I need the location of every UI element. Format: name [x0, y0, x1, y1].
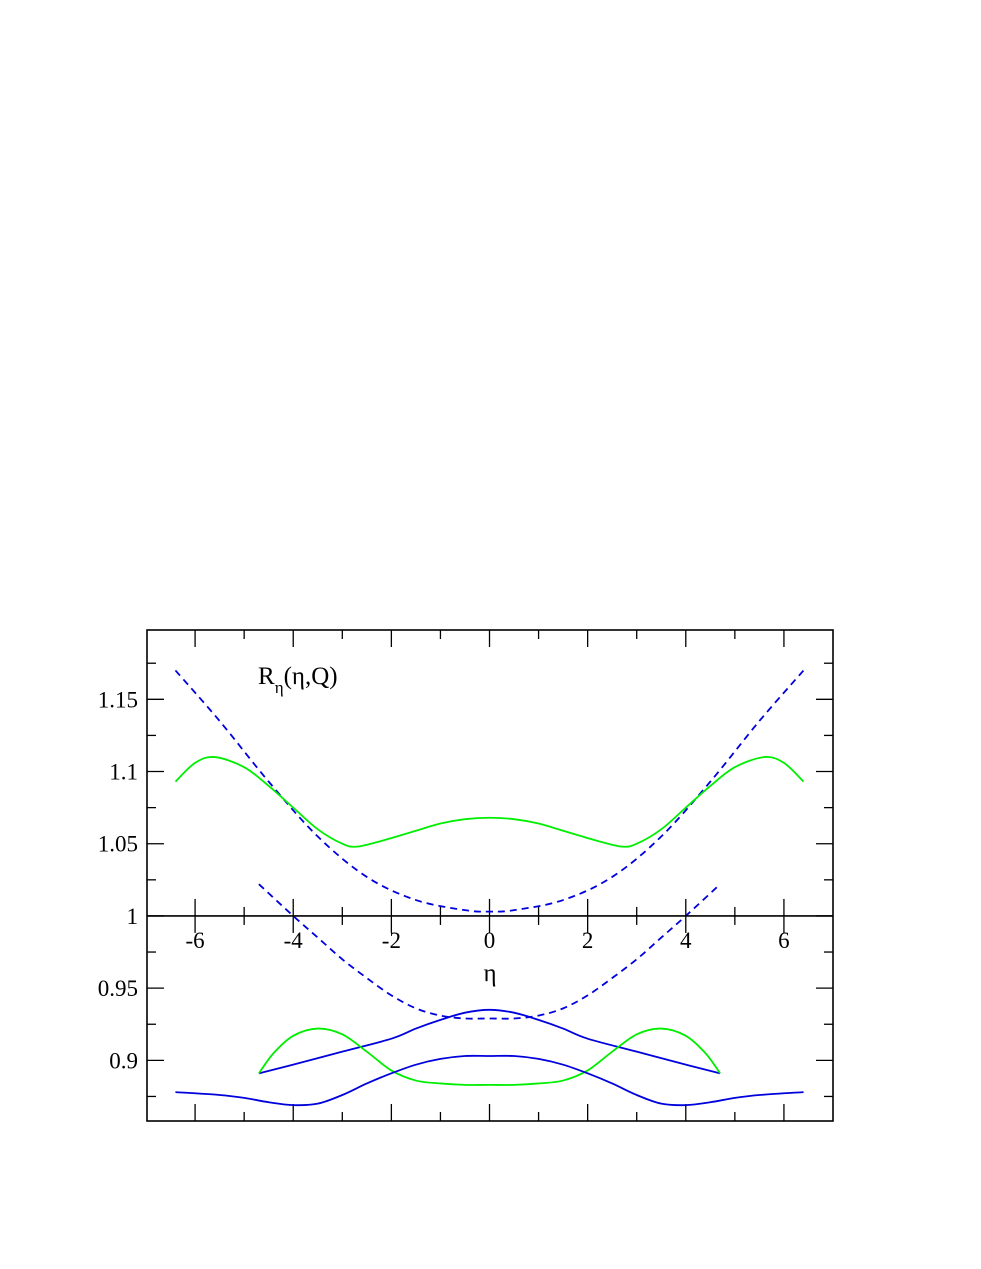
x-tick-label: 4	[680, 928, 692, 953]
series-line-3	[258, 883, 721, 1020]
series-line-6	[175, 1054, 804, 1107]
x-tick-label: 2	[582, 928, 594, 953]
x-tick-label: 0	[484, 928, 496, 953]
y-tick-label: 1	[127, 904, 139, 929]
x-tick-label: -4	[284, 928, 304, 953]
annotation-main: R	[258, 663, 275, 690]
series-line-5	[258, 1027, 721, 1086]
y-tick-label: 1.1	[109, 760, 138, 785]
tick-labels: -6 -4 -2 0 2 4 6 0.9 0.95 1 1.05 1.1 1.15	[98, 687, 790, 1073]
tick-marks	[147, 630, 833, 1121]
plot-frame	[146, 629, 834, 1122]
series-line-1	[174, 669, 805, 913]
x-axis-title: η	[483, 960, 496, 987]
series-group	[174, 669, 805, 1107]
x-tick-label: -2	[382, 928, 401, 953]
y-tick-label: 1.15	[98, 687, 138, 712]
annotation-label: Rη(η,Q)	[258, 663, 338, 697]
y-tick-label: 0.9	[109, 1048, 138, 1073]
annotation-rest: (η,Q)	[284, 663, 338, 690]
series-line-4	[258, 1008, 721, 1075]
x-tick-label: -6	[186, 928, 205, 953]
annotation-subscript: η	[275, 678, 284, 697]
x-tick-label: 6	[778, 928, 790, 953]
series-line-2	[174, 756, 805, 848]
y-tick-label: 0.95	[98, 976, 138, 1001]
y-tick-label: 1.05	[98, 832, 138, 857]
